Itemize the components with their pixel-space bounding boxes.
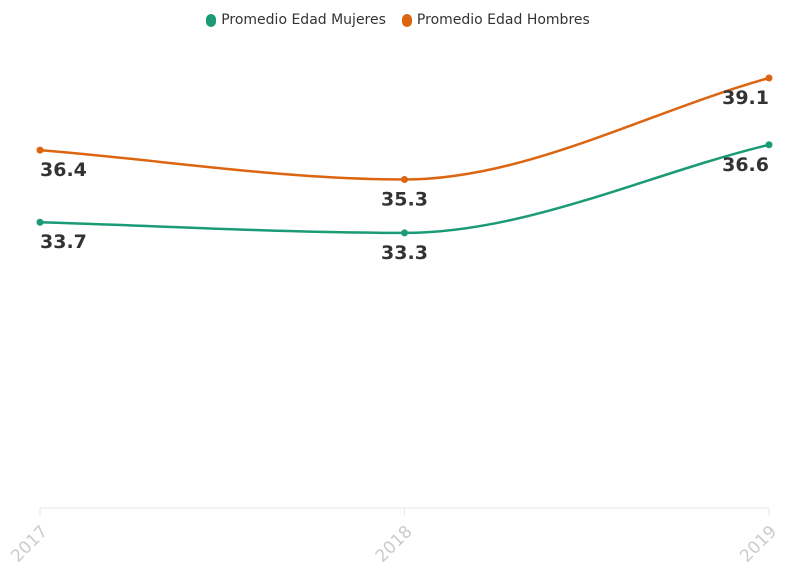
data-label-0-0: 33.7 xyxy=(40,231,87,253)
legend-marker-mujeres xyxy=(206,13,217,27)
legend-item-hombres[interactable]: Promedio Edad Hombres xyxy=(401,12,590,28)
data-label-1-0: 36.4 xyxy=(40,159,87,181)
data-point-0-1 xyxy=(401,229,408,237)
data-label-0-2: 36.6 xyxy=(722,154,769,176)
data-label-1-2: 39.1 xyxy=(722,87,769,109)
data-label-0-1: 33.3 xyxy=(381,242,428,264)
x-tick-label-2019: 2019 xyxy=(736,522,781,567)
series-line-1 xyxy=(39,76,770,181)
data-point-1-2 xyxy=(765,74,773,82)
data-point-1-0 xyxy=(36,146,44,154)
x-tick-label-2018: 2018 xyxy=(372,522,417,567)
legend: Promedio Edad Mujeres Promedio Edad Homb… xyxy=(0,12,796,28)
data-point-0-2 xyxy=(765,141,773,149)
legend-marker-hombres xyxy=(401,13,412,27)
data-point-1-1 xyxy=(401,175,408,183)
data-label-1-1: 35.3 xyxy=(381,188,428,210)
data-point-0-0 xyxy=(36,218,44,226)
x-tick-label-2017: 2017 xyxy=(7,522,52,567)
legend-item-mujeres[interactable]: Promedio Edad Mujeres xyxy=(206,12,386,28)
legend-label-mujeres: Promedio Edad Mujeres xyxy=(221,12,386,28)
legend-label-hombres: Promedio Edad Hombres xyxy=(416,12,590,28)
